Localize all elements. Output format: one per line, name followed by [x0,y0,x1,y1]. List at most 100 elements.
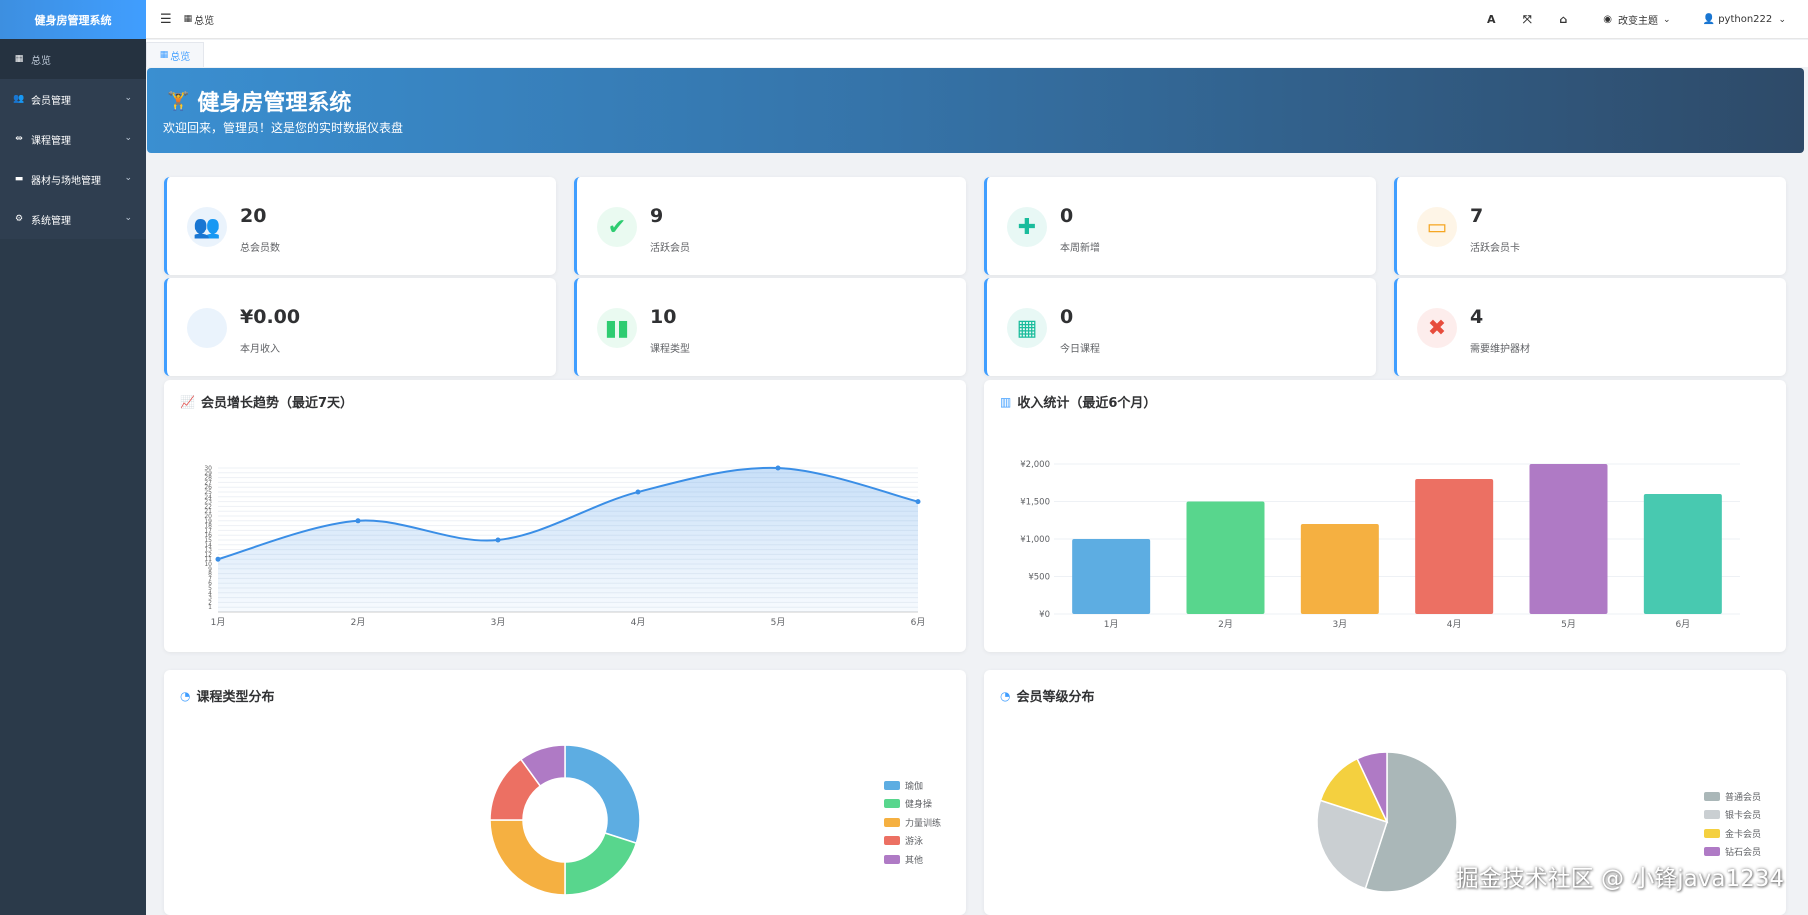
data-point [915,499,921,505]
y-tick-label: 20 [204,513,212,520]
y-tick-label: ¥1,500 [1020,498,1050,508]
y-tick-label: 27 [204,479,212,486]
line-series [217,466,919,561]
stat-value: 0 [1060,205,1074,227]
calendar-icon: ▦ [1007,308,1047,348]
font-size-icon[interactable]: A [1487,13,1496,26]
legend-item[interactable]: 普通会员 [1704,787,1761,806]
sidebar-item-system[interactable]: ⚙ 系统管理 ⌄ [0,199,146,239]
pie-slice [564,832,638,896]
panel-title-text: 会员增长趋势（最近7天） [200,396,353,411]
y-tick-label: 29 [204,470,212,477]
stat-label: 活跃会员卡 [1470,243,1520,254]
stat-value: 10 [650,306,677,328]
bar [1643,494,1722,614]
chevron-down-icon: ⌄ [124,133,132,143]
line-chart: 1234567891011121314151617181920212223242… [204,465,925,628]
dashboard-icon: ▦ [159,50,169,60]
legend-item[interactable]: 力量训练 [884,813,941,832]
theme-switcher[interactable]: ◉ 改变主题 ⌄ [1603,12,1670,27]
menu-toggle-icon[interactable]: ☰ [160,11,172,27]
stat-value: 7 [1470,205,1484,227]
dashboard-icon: ▦ [183,14,193,24]
fullscreen-icon[interactable]: ⤧ [1522,12,1532,26]
sidebar-item-equipment[interactable]: ▬ 器材与场地管理 ⌄ [0,159,146,199]
legend-item[interactable]: 瑜伽 [884,776,941,795]
x-tick-label: 3月 [491,617,506,628]
y-tick-label: 26 [204,484,212,491]
y-tick-label: ¥2,000 [1020,460,1050,470]
username: python222 [1718,14,1773,25]
home-icon[interactable]: ⌂ [1559,13,1568,26]
legend-label: 游泳 [905,837,924,848]
x-tick-label: 1月 [1104,619,1119,630]
sidebar-item-overview[interactable]: ▦ 总览 [0,39,146,79]
breadcrumb-item[interactable]: 总览 [194,15,215,27]
sidebar-item-members[interactable]: 👥 会员管理 ⌄ [0,79,146,119]
y-tick-label: 25 [204,489,212,496]
stat-value: ¥0.00 [240,306,301,328]
pie-legend: 普通会员银卡会员金卡会员 钻石会员 [1704,787,1761,861]
x-tick-label: 5月 [771,617,786,628]
legend-swatch [884,854,900,864]
pie-slice [1364,751,1458,893]
chevron-down-icon: ⌄ [1663,14,1671,25]
stat-card-monthly-income: ¥0.00 本月收入 [164,278,556,376]
panel-title: 📈 会员增长趋势（最近7天） [180,392,353,412]
data-point [635,489,641,495]
user-menu[interactable]: 👤 python222 ⌄ [1703,14,1786,25]
tab-overview[interactable]: ▦ 总览 [146,42,204,67]
data-point [215,556,221,562]
tools-icon: ✖ [1417,308,1457,348]
legend-swatch [1704,847,1720,857]
legend-label: 其他 [905,855,924,866]
legend-item[interactable]: 游泳 [884,832,941,851]
bar [1186,501,1265,614]
panel-title: ◔ 会员等级分布 [1000,686,1095,706]
sidebar-item-label: 系统管理 [31,215,71,227]
panel-member-levels: ◔ 会员等级分布 普通会员银卡会员金卡会员 钻石会员 [984,670,1786,915]
pie-chart-icon: ◔ [1000,688,1011,703]
user-icon: 👤 [1702,14,1715,25]
stat-label: 课程类型 [650,344,690,355]
y-tick-label: 24 [204,494,212,501]
panel-member-growth: 📈 会员增长趋势（最近7天） 1 2 3 4 5 6 7 8 9 10 11 12 13 14 15 16 17… [164,380,966,652]
x-tick-label: 2月 [351,617,366,628]
stat-label: 需要维护器材 [1470,344,1530,355]
y-tick-label: 10 [204,561,212,568]
legend-item[interactable]: 其他 [884,850,941,869]
watermark: 掘金技术社区 @ 小锋java1234 [1455,866,1784,892]
y-tick-label: 23 [204,499,212,506]
stat-value: 20 [240,205,267,227]
stat-label: 今日课程 [1060,344,1100,355]
y-tick-label: 17 [204,527,212,534]
legend-item[interactable]: 金卡会员 [1704,824,1761,843]
legend-item[interactable]: 钻石会员 [1704,843,1761,862]
bar [1072,539,1151,614]
panel-title-text: 课程类型分布 [196,690,275,705]
bar [1300,524,1379,614]
y-tick-label: 11 [204,556,212,563]
credit-card-icon: ▭ [1417,207,1457,247]
y-tick-label: 2 [208,599,212,606]
user-plus-icon: ✚ [1007,207,1047,247]
y-tick-label: 5 [208,585,212,592]
stat-card-course-types: ▮▮ 10 课程类型 [574,278,966,376]
legend-label: 银卡会员 [1725,811,1762,822]
legend-item[interactable]: 银卡会员 [1704,806,1761,825]
chevron-down-icon: ⌄ [124,213,132,223]
x-tick-label: 1月 [211,617,226,628]
legend-swatch [884,836,900,846]
data-point [775,465,781,471]
app-brand[interactable]: 健身房管理系统 [0,0,146,39]
y-tick-label: 14 [204,542,212,549]
banner-subtitle: 欢迎回来，管理员！这是您的实时数据仪表盘 [163,121,404,135]
sidebar-item-label: 课程管理 [31,135,71,147]
stat-card-new-this-week: ✚ 0 本周新增 [984,177,1376,275]
sidebar: 健身房管理系统 ▦ 总览 👥 会员管理 ⌄ ⇹ 课程管理 ⌄ ▬ 器材与场地管理… [0,0,146,915]
legend-item[interactable]: 健身操 [884,795,941,814]
pie-chart-icon: ◔ [180,688,191,703]
sidebar-item-courses[interactable]: ⇹ 课程管理 ⌄ [0,119,146,159]
y-tick-label: 8 [208,571,212,578]
stat-value: 9 [650,205,664,227]
